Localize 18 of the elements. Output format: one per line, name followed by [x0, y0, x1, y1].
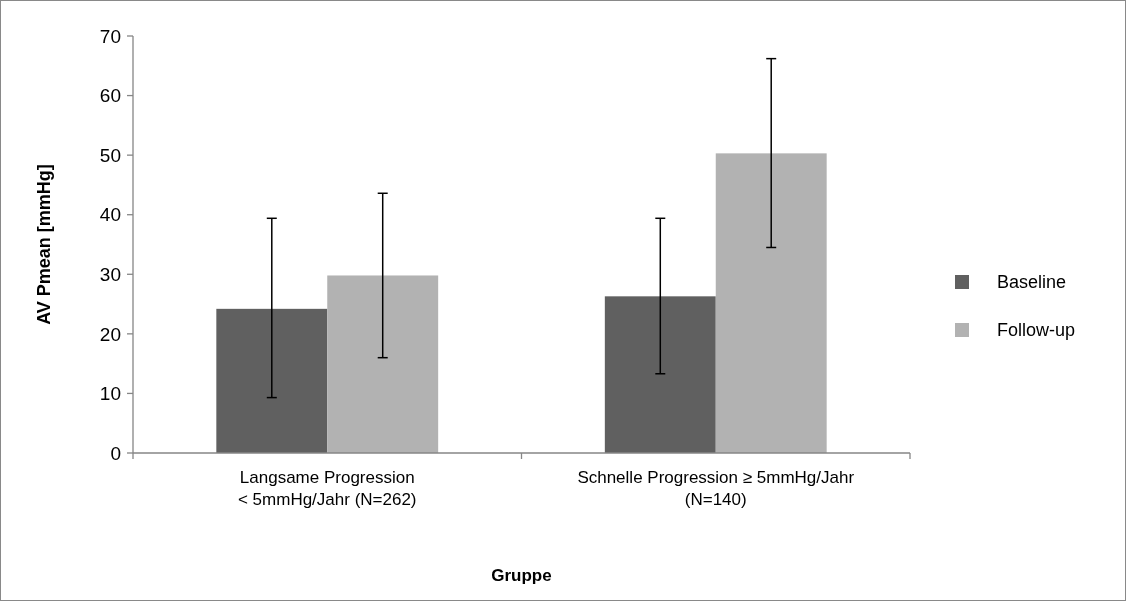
x-tick-label: Langsame Progression < 5mmHg/Jahr (N=262) [237, 468, 417, 509]
y-tick-label: 60 [99, 85, 121, 107]
y-tick-label: 0 [110, 442, 121, 464]
y-tick-label: 20 [99, 323, 121, 345]
x-axis-title: Gruppe [491, 566, 552, 585]
y-tick-label: 50 [99, 144, 121, 166]
bar [327, 275, 439, 453]
bar [216, 308, 328, 453]
bar [715, 153, 827, 453]
y-tick-label: 30 [99, 263, 121, 285]
legend-label: Baseline [997, 272, 1067, 293]
x-tick-label: Schnelle Progression ≥ 5mmHg/Jahr (N=140) [577, 468, 855, 509]
y-tick-label: 70 [99, 25, 121, 47]
y-axis-title: AV Pmean [mmHg] [34, 164, 54, 325]
y-tick-label: 40 [99, 204, 121, 226]
legend-label: Follow-up [997, 320, 1076, 341]
bar [604, 296, 716, 453]
y-tick-label: 10 [99, 383, 121, 405]
